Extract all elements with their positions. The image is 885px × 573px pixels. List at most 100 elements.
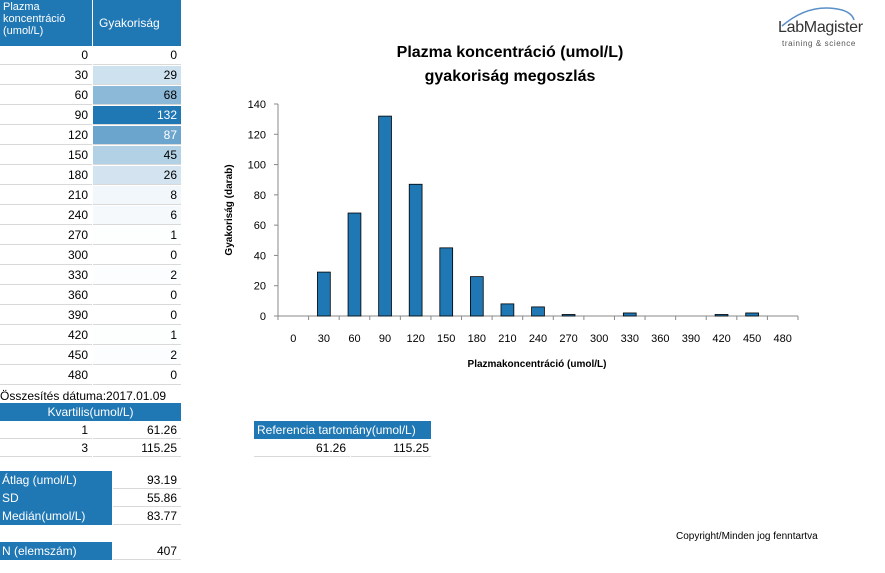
copyright-text: Copyright/Minden jog fenntartva	[676, 531, 818, 542]
table-cell-concentration: 450	[0, 346, 92, 365]
y-tick-label: 20	[254, 281, 266, 293]
table-cell-frequency: 6	[93, 206, 181, 225]
bar	[500, 303, 515, 317]
table-cell-concentration: 480	[0, 366, 92, 385]
x-tick-label: 30	[318, 333, 330, 345]
table-cell-concentration: 210	[0, 186, 92, 205]
x-tick-label: 120	[406, 333, 424, 345]
x-tick-label: 240	[529, 333, 547, 345]
x-tick-label: 390	[682, 333, 700, 345]
table-cell-concentration: 180	[0, 166, 92, 185]
median-label: Medián(umol/L)	[0, 507, 112, 525]
table-cell-frequency: 1	[93, 326, 181, 345]
kvartilis-header: Kvartilis(umol/L)	[0, 403, 181, 421]
table-header-frequency: Gyakoriság	[93, 0, 181, 46]
y-tick-label: 100	[248, 160, 266, 172]
chart-title-line1: Plazma koncentráció (umol/L)	[397, 44, 624, 61]
table-cell-concentration: 270	[0, 226, 92, 245]
table-cell-frequency: 0	[93, 246, 181, 265]
summary-date-label: Összesítés dátuma:2017.01.09	[0, 387, 166, 405]
chart-y-axis-label: Gyakoriság (darab)	[224, 164, 235, 255]
table-cell-frequency: 0	[93, 286, 181, 305]
n-value: 407	[113, 542, 181, 560]
table-cell-frequency: 26	[93, 166, 181, 185]
table-cell-frequency: 1	[93, 226, 181, 245]
table-cell-concentration: 240	[0, 206, 92, 225]
table-header-concentration: Plazma koncentráció (umol/L)	[0, 0, 92, 46]
x-tick-label: 90	[379, 333, 391, 345]
q1-value: 61.26	[93, 421, 181, 439]
table-cell-frequency: 87	[93, 126, 181, 145]
table-cell-frequency: 8	[93, 186, 181, 205]
y-tick-label: 80	[254, 190, 266, 202]
reference-header: Referencia tartomány(umol/L)	[254, 421, 431, 439]
x-tick-label: 360	[651, 333, 669, 345]
sd-label: SD	[0, 489, 112, 507]
reference-low: 61.26	[254, 439, 350, 457]
atlag-value: 93.19	[113, 471, 181, 489]
logo-name: LabMagister	[778, 19, 863, 36]
y-tick-label: 140	[248, 99, 266, 111]
bar	[531, 306, 545, 317]
table-cell-frequency: 29	[93, 66, 181, 85]
sd-value: 55.86	[113, 489, 181, 507]
bar	[622, 312, 637, 317]
reference-high: 115.25	[351, 439, 431, 457]
table-cell-concentration: 90	[0, 106, 92, 125]
bar	[378, 115, 392, 317]
table-cell-concentration: 120	[0, 126, 92, 145]
date-label-text: Összesítés dátuma:	[0, 389, 107, 403]
table-cell-frequency: 2	[93, 346, 181, 365]
q1-label: 1	[0, 421, 92, 439]
table-cell-concentration: 60	[0, 86, 92, 105]
bar	[469, 276, 484, 317]
table-cell-concentration: 360	[0, 286, 92, 305]
table-cell-frequency: 0	[93, 306, 181, 325]
logo-arc-icon	[781, 7, 855, 27]
median-value: 83.77	[113, 507, 181, 525]
x-tick-label: 60	[348, 333, 360, 345]
table-cell-frequency: 2	[93, 266, 181, 285]
date-value: 2017.01.09	[106, 389, 167, 403]
table-cell-frequency: 0	[93, 46, 181, 65]
x-tick-label: 450	[743, 333, 761, 345]
table-cell-frequency: 0	[93, 366, 181, 385]
q3-label: 3	[0, 439, 92, 457]
table-cell-frequency: 68	[93, 86, 181, 105]
bar	[745, 312, 759, 317]
x-tick-label: 300	[590, 333, 608, 345]
x-tick-label: 480	[774, 333, 792, 345]
n-label: N (elemszám)	[0, 542, 112, 560]
bar	[714, 314, 729, 317]
bar	[408, 183, 423, 317]
x-tick-label: 150	[437, 333, 455, 345]
x-tick-label: 420	[712, 333, 730, 345]
x-tick-label: 180	[468, 333, 486, 345]
q3-value: 115.25	[93, 439, 181, 457]
x-tick-label: 210	[498, 333, 516, 345]
table-cell-frequency: 132	[93, 106, 181, 125]
table-cell-concentration: 420	[0, 326, 92, 345]
bar	[561, 314, 576, 317]
bar	[317, 271, 331, 317]
chart-x-axis-label: Plazmakoncentráció (umol/L)	[468, 359, 607, 370]
table-cell-concentration: 390	[0, 306, 92, 325]
x-tick-label: 270	[559, 333, 577, 345]
labmagister-logo: LabMagister training & science	[770, 4, 880, 54]
bar	[439, 247, 454, 317]
bar	[347, 212, 362, 317]
chart-title-line2: gyakoriság megoszlás	[425, 68, 596, 85]
y-tick-label: 40	[254, 250, 266, 262]
table-cell-concentration: 330	[0, 266, 92, 285]
table-cell-concentration: 150	[0, 146, 92, 165]
table-cell-concentration: 0	[0, 46, 92, 65]
table-cell-concentration: 300	[0, 246, 92, 265]
y-tick-label: 120	[248, 129, 266, 141]
y-tick-label: 0	[260, 311, 266, 323]
logo-tagline: training & science	[782, 39, 856, 48]
atlag-label: Átlag (umol/L)	[0, 471, 112, 489]
x-tick-label: 0	[290, 333, 296, 345]
y-tick-label: 60	[254, 220, 266, 232]
x-tick-label: 330	[621, 333, 639, 345]
table-cell-concentration: 30	[0, 66, 92, 85]
